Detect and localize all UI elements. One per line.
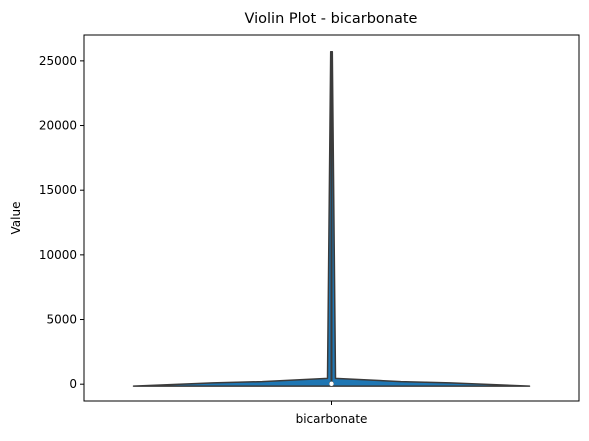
y-tick-label: 0	[69, 377, 77, 391]
y-tick-label: 10000	[39, 248, 77, 262]
plot-area	[132, 51, 531, 387]
x-axis: bicarbonate	[296, 401, 368, 426]
x-tick-label: bicarbonate	[296, 412, 368, 426]
y-axis-title: Value	[9, 202, 23, 235]
y-tick-label: 20000	[39, 119, 77, 133]
y-tick-label: 5000	[46, 313, 77, 327]
violin-median-point	[329, 381, 334, 387]
y-axis: 0 5000 10000 15000 20000 25000	[39, 54, 84, 391]
y-tick-label: 15000	[39, 183, 77, 197]
chart-title: Violin Plot - bicarbonate	[245, 11, 418, 27]
y-tick-label: 25000	[39, 54, 77, 68]
